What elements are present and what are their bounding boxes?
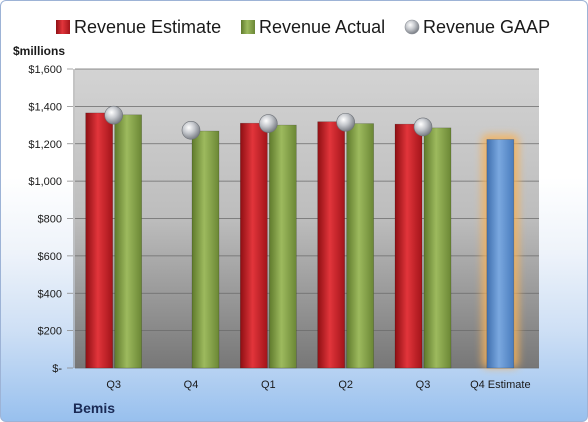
marker-revenue-gaap bbox=[336, 112, 355, 132]
y-tick-label: $1,400 bbox=[28, 101, 62, 113]
y-tick-label: $200 bbox=[38, 326, 62, 338]
x-tick-label: Q1 bbox=[261, 379, 276, 391]
bar-revenue-actual bbox=[191, 130, 220, 369]
bars bbox=[85, 112, 452, 369]
bar-revenue-actual bbox=[114, 114, 142, 369]
y-tick-label: $400 bbox=[38, 288, 62, 300]
legend-label-revenue-gaap: Revenue GAAP bbox=[423, 17, 550, 37]
chart-legend: Revenue Estimate Revenue Actual Revenue … bbox=[56, 17, 550, 37]
x-tick-label: Q2 bbox=[338, 379, 353, 391]
y-axis: $- $200 $400 $600 $800 $1,000 $1,200 $1,400 $1,6… bbox=[28, 64, 75, 375]
legend-label-revenue-estimate: Revenue Estimate bbox=[74, 17, 221, 37]
y-tick-label: $1,600 bbox=[28, 64, 62, 76]
marker-revenue-gaap bbox=[259, 114, 278, 133]
y-tick-label: $1,000 bbox=[28, 176, 62, 188]
y-tick-label: $- bbox=[52, 363, 62, 375]
y-axis-unit-label: $millions bbox=[13, 44, 65, 58]
x-tick-label: Q3 bbox=[106, 379, 121, 391]
legend-swatch-revenue-actual bbox=[241, 20, 255, 34]
bar-revenue-estimate bbox=[240, 122, 268, 369]
bar-q4-estimate bbox=[486, 139, 515, 369]
bar-revenue-estimate bbox=[394, 123, 423, 369]
x-tick-label: Q4 bbox=[184, 379, 199, 391]
x-axis: Q3 Q4 Q1 Q2 Q3 Q4 Estimate bbox=[106, 379, 530, 391]
marker-revenue-gaap bbox=[181, 120, 201, 140]
bar-revenue-actual bbox=[269, 124, 297, 369]
legend-swatch-revenue-estimate bbox=[56, 20, 70, 34]
bar-revenue-actual bbox=[346, 123, 374, 369]
legend-label-revenue-actual: Revenue Actual bbox=[259, 17, 385, 37]
projection-bar bbox=[481, 134, 519, 369]
legend-swatch-revenue-gaap bbox=[404, 19, 420, 35]
x-tick-label: Q4 Estimate bbox=[470, 379, 531, 391]
y-tick-label: $600 bbox=[38, 251, 62, 263]
y-tick-label: $1,200 bbox=[28, 139, 62, 151]
gaap-markers bbox=[104, 105, 433, 140]
bar-revenue-estimate bbox=[85, 112, 113, 369]
bar-revenue-estimate bbox=[317, 121, 345, 369]
company-name: Bemis bbox=[73, 400, 115, 416]
gridlines bbox=[75, 68, 539, 369]
bar-revenue-actual bbox=[423, 127, 452, 369]
y-tick-label: $800 bbox=[38, 214, 62, 226]
marker-revenue-gaap bbox=[413, 117, 433, 137]
marker-revenue-gaap bbox=[104, 105, 123, 125]
x-tick-label: Q3 bbox=[416, 379, 431, 391]
